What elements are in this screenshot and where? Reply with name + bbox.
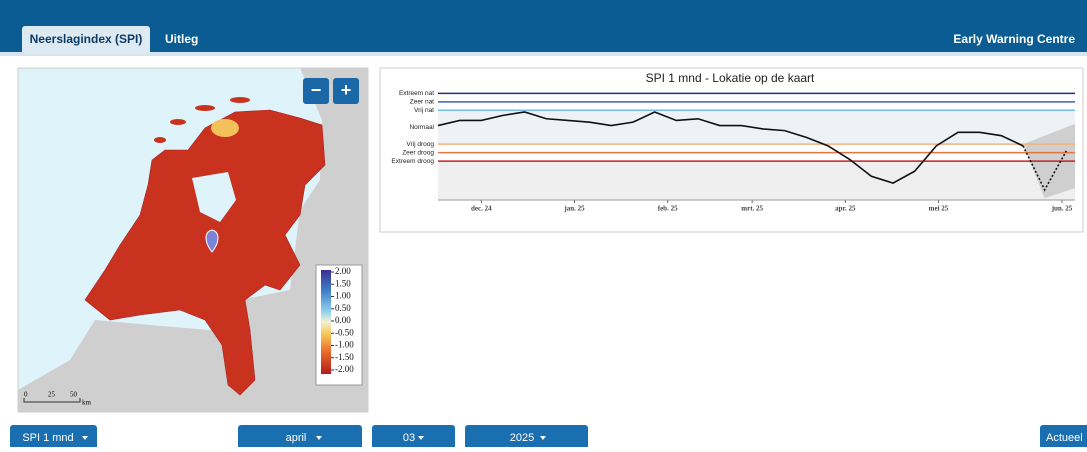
button-label[interactable]: 2025 [510, 432, 534, 444]
scale-label: 25 [48, 391, 56, 399]
level-label: Zeer droog [402, 149, 434, 156]
scale-label: 50 [70, 391, 78, 399]
legend-label: 1.00 [335, 291, 351, 301]
map-panel: − + 0 25 50 km [17, 67, 369, 413]
legend-gradient [321, 270, 331, 374]
x-tick-label: feb. 25 [658, 205, 678, 213]
map-island [154, 137, 166, 143]
tab[interactable]: Neerslagindex (SPI) [30, 32, 143, 46]
button[interactable] [238, 425, 362, 449]
x-tick-label: mei 25 [929, 205, 949, 213]
legend-label: 0.50 [335, 303, 351, 313]
legend-label: -1.50 [335, 352, 354, 362]
controls: SPI 1 mnd april 03 2025 Actueel [10, 425, 1087, 449]
scale-label: 0 [24, 391, 28, 399]
x-tick-label: mrt. 25 [741, 205, 763, 213]
x-tick-label: dec. 24 [471, 205, 492, 213]
map-anomaly [211, 119, 239, 137]
dry-zone [438, 161, 1075, 200]
map-lake [192, 172, 236, 222]
legend-label: 1.50 [335, 278, 351, 288]
scale-bar [23, 398, 81, 403]
tab[interactable]: Uitleg [165, 32, 198, 46]
legend-label: -2.00 [335, 364, 354, 374]
zoom-out[interactable] [303, 78, 329, 104]
legend-label: 0.00 [335, 315, 351, 325]
zoom-in[interactable] [333, 78, 359, 104]
top-strip [0, 52, 1087, 56]
map-land [18, 68, 368, 412]
button[interactable] [372, 425, 455, 449]
button[interactable] [465, 425, 588, 449]
button-label[interactable]: april [286, 432, 307, 444]
zoom-in-label[interactable]: + [341, 80, 352, 100]
level-label: Extreem droog [391, 158, 434, 165]
level-label: Normaal [409, 124, 434, 131]
chart-panel [379, 67, 1084, 233]
level-label: Extreem nat [399, 90, 434, 97]
button-label[interactable]: 03 [403, 432, 415, 444]
button-label[interactable]: Actueel [1046, 432, 1083, 444]
zoom-out-label[interactable]: − [311, 80, 322, 100]
legend-label: -0.50 [335, 327, 354, 337]
map-island [230, 97, 250, 103]
map-pin[interactable] [205, 229, 219, 253]
series-line [1022, 145, 1068, 192]
level-label: Vrij droog [406, 141, 434, 148]
button-label[interactable]: SPI 1 mnd [22, 432, 73, 444]
legend-label: 2.00 [335, 266, 351, 276]
map-netherlands [84, 109, 326, 396]
map-island [195, 105, 215, 111]
top-bar [0, 0, 1087, 52]
x-tick-label: jan. 25 [563, 205, 585, 213]
legend-label: -1.00 [335, 340, 354, 350]
brand: Early Warning Centre [953, 32, 1075, 46]
scale-label: km [82, 399, 92, 407]
button[interactable] [1040, 425, 1087, 449]
tab-active[interactable] [22, 26, 150, 54]
button[interactable] [10, 425, 97, 449]
level-label: Zeer nat [410, 99, 434, 106]
map-island [170, 119, 186, 125]
series-line [437, 111, 1024, 184]
x-tick-label: jun. 25 [1051, 205, 1073, 213]
level-label: Vrij nat [414, 107, 434, 114]
chart-title: SPI 1 mnd - Lokatie op de kaart [646, 71, 815, 85]
x-tick-label: apr. 25 [835, 205, 856, 213]
